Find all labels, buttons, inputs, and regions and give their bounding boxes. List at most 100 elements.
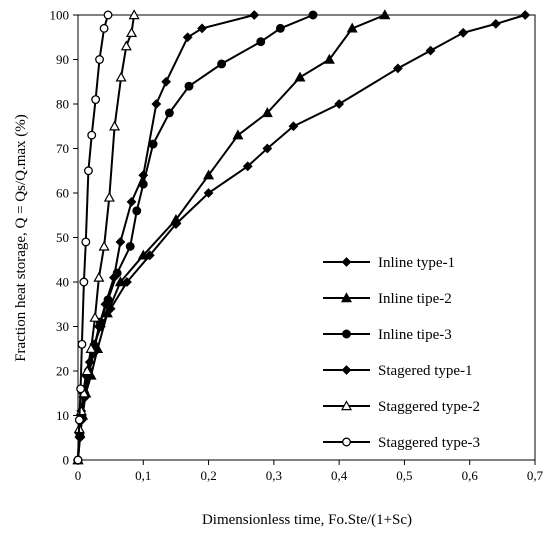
data-point (242, 161, 253, 172)
data-point (122, 277, 132, 287)
data-point (76, 384, 86, 394)
data-point (170, 213, 182, 224)
y-tick-label: 20 (56, 364, 69, 379)
legend-entry: Stagered type-1 (323, 363, 473, 379)
x-tick-label: 0,3 (266, 468, 282, 483)
data-point (392, 63, 403, 74)
data-point (490, 18, 501, 29)
x-axis-ticks: 0 0,1 0,2 0,3 0,4 0,5 0,6 0,7 (75, 460, 544, 483)
plot-area-border (77, 14, 536, 461)
data-point (89, 311, 101, 322)
data-point (346, 22, 358, 33)
data-point (95, 55, 104, 64)
legend-label: Inline tipe-3 (378, 327, 452, 343)
data-point (520, 10, 531, 20)
data-point (91, 95, 101, 104)
data-point (232, 129, 244, 140)
data-point (103, 10, 113, 20)
y-tick-label: 10 (56, 408, 69, 423)
y-tick-label: 100 (50, 8, 70, 23)
data-point (217, 59, 227, 69)
data-point (83, 166, 93, 176)
data-point (115, 71, 127, 82)
data-point (197, 23, 207, 34)
x-axis-title: Dimensionless time, Fo.Ste/(1+Sc) (202, 512, 412, 528)
x-tick-label: 0,2 (200, 468, 216, 483)
data-point (79, 277, 89, 287)
data-point (74, 415, 84, 425)
series-6 (73, 10, 113, 465)
data-point (184, 81, 194, 91)
legend-label: Staggered type-3 (378, 435, 480, 451)
x-tick-label: 0,5 (396, 468, 412, 483)
legend-marker (340, 292, 353, 303)
data-point (93, 271, 105, 282)
series-line (77, 14, 314, 461)
data-point (182, 32, 193, 43)
legend-label: Inline type-1 (378, 255, 455, 271)
data-point (379, 9, 391, 20)
y-tick-label: 40 (56, 275, 69, 290)
x-tick-label: 0 (75, 468, 82, 483)
legend-label: Inline tipe-2 (378, 291, 452, 307)
series-line (77, 14, 526, 461)
legend: Inline type-1 Inline tipe-2 Inline tipe-3 S… (323, 255, 480, 451)
y-tick-label: 0 (63, 453, 70, 468)
data-point (256, 37, 266, 47)
data-point (109, 120, 121, 131)
data-point (262, 143, 273, 154)
legend-label: Staggered type-2 (378, 399, 480, 415)
data-point (138, 170, 149, 181)
legend-label: Stagered type-1 (378, 363, 473, 379)
legend-entry: Inline type-1 (323, 255, 455, 271)
series-5 (72, 9, 140, 465)
legend-marker (341, 365, 352, 375)
legend-marker (341, 257, 352, 267)
data-point (132, 206, 142, 216)
data-point (100, 299, 111, 310)
legend-marker (342, 437, 351, 447)
data-point (98, 240, 110, 251)
data-point (308, 10, 318, 20)
y-tick-label: 60 (56, 186, 69, 201)
data-point (114, 276, 126, 287)
x-tick-label: 0,1 (135, 468, 151, 483)
legend-entry: Inline tipe-3 (323, 327, 452, 343)
data-point (81, 237, 91, 247)
plot-frame (77, 14, 536, 461)
legend-entry: Inline tipe-2 (323, 291, 452, 307)
legend-entry: Staggered type-2 (323, 399, 480, 415)
data-point (125, 241, 135, 251)
data-point (109, 272, 119, 283)
data-point (126, 27, 138, 38)
data-point (261, 107, 273, 118)
data-point (144, 250, 155, 261)
y-axis-title: Fraction heat storage, Q = Qs/Q.max (%) (13, 114, 29, 362)
data-point (128, 9, 140, 20)
data-point (99, 23, 109, 33)
data-point (334, 99, 345, 109)
data-point (323, 53, 335, 64)
legend-marker (340, 400, 353, 411)
data-point (77, 339, 87, 349)
y-tick-label: 90 (56, 52, 69, 67)
data-point (75, 432, 85, 443)
data-point (101, 307, 113, 318)
data-point (294, 71, 306, 82)
y-tick-label: 70 (56, 141, 69, 156)
data-point (288, 121, 299, 132)
data-point (249, 10, 260, 20)
data-point (203, 188, 214, 198)
x-tick-label: 0,4 (331, 468, 348, 483)
y-axis-ticks: 0 10 20 30 40 50 60 70 80 90 100 (50, 8, 78, 468)
data-point (115, 237, 126, 247)
series-3 (73, 10, 318, 465)
data-point (120, 40, 132, 51)
y-tick-label: 50 (56, 230, 69, 245)
data-point (126, 196, 137, 207)
x-tick-label: 0,7 (527, 468, 544, 483)
series-line (77, 14, 386, 461)
legend-marker (342, 329, 351, 339)
data-point (458, 27, 469, 38)
